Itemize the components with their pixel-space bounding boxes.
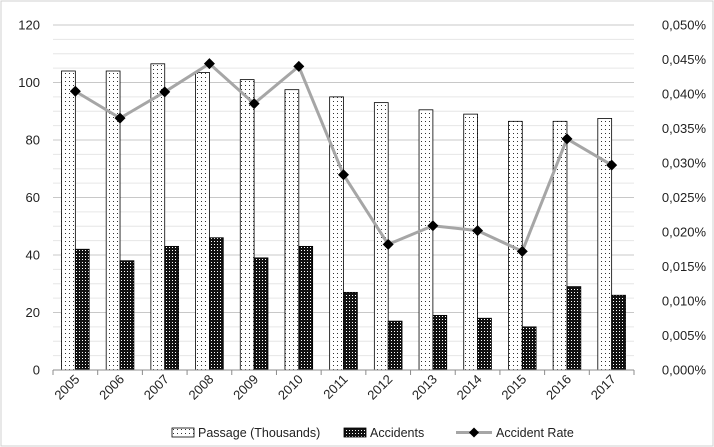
passage-bar [239, 79, 255, 371]
accident-rate-marker [516, 245, 528, 257]
legend: Passage (Thousands) Accidents Accident Rat… [171, 426, 574, 440]
accident-rate-marker [472, 225, 484, 237]
passage-bar [463, 113, 478, 371]
passage-bar [61, 70, 76, 371]
passage-bar [195, 72, 210, 371]
y2-tick-label: 0,000% [662, 363, 707, 378]
accident-rate-marker [427, 220, 439, 232]
y-tick-label: 120 [18, 18, 40, 33]
passage-bar [150, 63, 166, 371]
accident-rate-marker [606, 159, 618, 171]
accident-rate-marker [561, 133, 573, 145]
y-tick-label: 0 [33, 363, 40, 378]
legend-swatch-rate-marker [469, 427, 479, 438]
legend-label-passage: Passage (Thousands) [198, 426, 320, 440]
accident-rate-marker [382, 238, 394, 250]
y-tick-label: 20 [26, 305, 40, 320]
accident-rate-marker [248, 98, 260, 110]
y2-tick-label: 0,005% [662, 328, 707, 343]
legend-swatch-passage [171, 427, 195, 438]
passage-bar [418, 109, 434, 371]
accident-rate-marker [293, 60, 305, 72]
y-tick-label: 80 [26, 133, 40, 148]
y2-tick-label: 0,035% [662, 121, 707, 136]
accidents-bar [343, 291, 358, 371]
y2-tick-label: 0,030% [662, 156, 707, 171]
accidents-bar [119, 260, 135, 371]
accidents-bar [164, 245, 179, 371]
accident-rate-marker [114, 112, 126, 124]
accidents-bar [432, 314, 448, 371]
accidents-bar [74, 248, 90, 371]
legend-swatch-accidents [343, 427, 367, 438]
y2-tick-label: 0,050% [662, 18, 707, 33]
line-layer [69, 58, 618, 257]
passage-bar [284, 89, 300, 371]
accidents-bar [611, 294, 626, 371]
y2-tick-label: 0,015% [662, 259, 707, 274]
accident-rate-marker [203, 58, 215, 70]
y2-tick-label: 0,040% [662, 87, 707, 102]
accidents-bar [209, 237, 224, 371]
y2-tick-label: 0,045% [662, 52, 707, 67]
y-tick-label: 60 [26, 190, 40, 205]
accident-rate-marker [159, 86, 171, 98]
y2-tick-label: 0,020% [662, 225, 707, 240]
accident-rate-marker [69, 85, 81, 97]
accident-rate-marker [338, 169, 349, 181]
y-tick-label: 100 [18, 75, 40, 90]
accidents-bar [298, 245, 314, 371]
accidents-bar [521, 326, 537, 371]
accidents-bar [477, 317, 492, 371]
y2-tick-label: 0,010% [662, 294, 707, 309]
legend-label-rate: Accident Rate [496, 426, 574, 440]
y-tick-label: 40 [26, 248, 40, 263]
accidents-bar [253, 257, 269, 371]
legend-label-accidents: Accidents [370, 426, 424, 440]
passage-bar [329, 96, 344, 371]
accidents-bar [566, 286, 582, 371]
passage-bar [597, 118, 613, 371]
y2-tick-label: 0,025% [662, 190, 707, 205]
accidents-bar [387, 320, 403, 371]
